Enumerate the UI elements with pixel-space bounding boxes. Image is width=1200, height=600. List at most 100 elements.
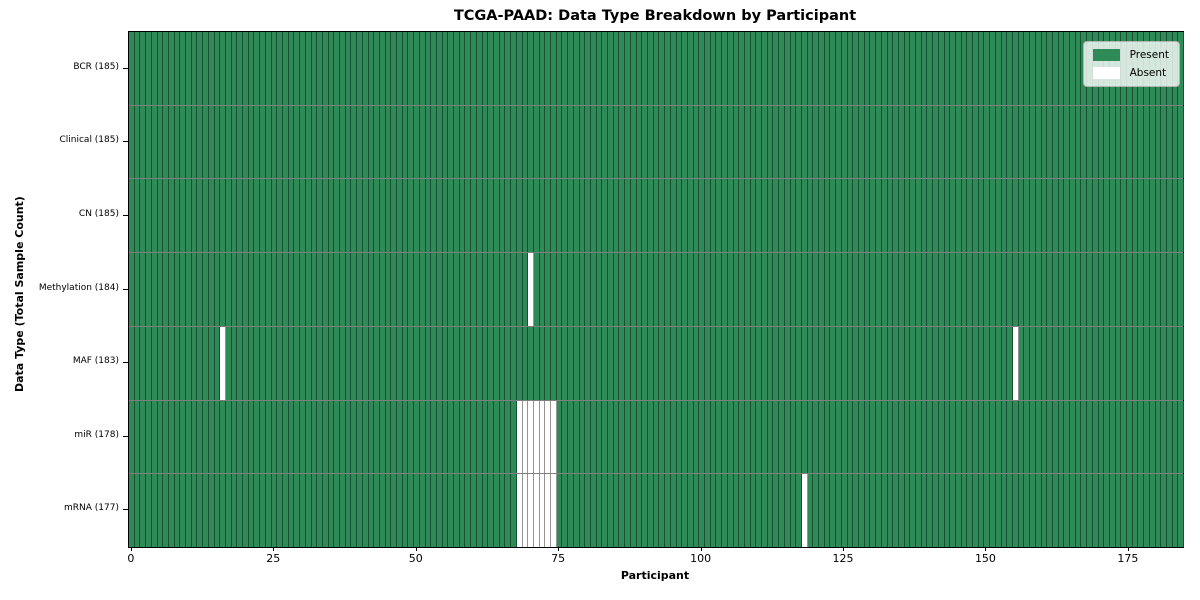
cell-present — [687, 326, 694, 400]
cell-present — [1092, 105, 1099, 179]
cell-present — [1104, 105, 1110, 179]
cell-present — [1030, 400, 1036, 474]
cell-present — [448, 253, 455, 326]
cell-present — [642, 253, 648, 326]
cell-present — [1155, 474, 1162, 548]
cell-present — [157, 179, 164, 253]
cell-present — [454, 253, 460, 326]
cell-present — [231, 400, 238, 474]
cell-present — [722, 179, 728, 253]
cell-present — [488, 326, 494, 400]
cell-present — [1149, 326, 1156, 400]
cell-present — [682, 32, 688, 105]
cell-present — [824, 253, 831, 326]
cell-present — [1007, 105, 1013, 179]
cell-present — [402, 326, 409, 400]
cell-present — [568, 326, 574, 400]
cell-present — [1132, 474, 1139, 548]
cell-present — [225, 105, 232, 179]
legend-label-present: Present — [1129, 49, 1169, 61]
cell-present — [311, 400, 318, 474]
cell-present — [1127, 326, 1133, 400]
cell-present — [425, 400, 432, 474]
cell-present — [773, 179, 780, 253]
cell-present — [151, 179, 158, 253]
cell-present — [1052, 400, 1059, 474]
cell-present — [881, 179, 888, 253]
cell-present — [653, 326, 660, 400]
cell-present — [898, 400, 905, 474]
cell-present — [328, 253, 335, 326]
cell-present — [727, 179, 734, 253]
cell-present — [533, 32, 540, 105]
cell-present — [1075, 253, 1082, 326]
cell-present — [397, 326, 403, 400]
cell-absent — [516, 474, 523, 548]
cell-present — [665, 32, 671, 105]
cell-present — [590, 179, 597, 253]
cell-present — [322, 179, 329, 253]
cell-present — [220, 179, 226, 253]
cell-present — [265, 253, 272, 326]
cell-present — [579, 326, 586, 400]
cell-present — [402, 32, 409, 105]
cell-present — [146, 400, 152, 474]
cell-present — [608, 32, 614, 105]
ytick-mark — [123, 68, 128, 69]
cell-present — [288, 253, 295, 326]
cell-present — [630, 326, 637, 400]
cell-present — [568, 105, 574, 179]
cell-present — [431, 400, 437, 474]
cell-present — [471, 474, 477, 548]
cell-present — [847, 400, 854, 474]
cell-present — [819, 326, 825, 400]
cell-present — [750, 179, 757, 253]
cell-present — [790, 400, 797, 474]
cell-present — [876, 179, 882, 253]
cell-present — [1007, 474, 1013, 548]
cell-present — [841, 32, 848, 105]
cell-present — [436, 326, 443, 400]
cell-present — [1081, 326, 1088, 400]
cell-present — [1132, 326, 1139, 400]
cell-present — [1138, 326, 1145, 400]
cell-present — [665, 105, 671, 179]
cell-present — [733, 253, 740, 326]
cell-present — [659, 474, 666, 548]
cell-present — [608, 179, 614, 253]
cell-present — [710, 326, 717, 400]
cell-present — [870, 253, 877, 326]
cell-present — [699, 400, 706, 474]
cell-present — [203, 400, 209, 474]
cell-present — [682, 326, 688, 400]
cell-present — [727, 326, 734, 400]
cell-present — [1041, 326, 1048, 400]
cell-present — [385, 474, 392, 548]
cell-present — [859, 326, 865, 400]
cell-present — [739, 105, 745, 179]
cell-present — [779, 179, 785, 253]
cell-present — [419, 105, 426, 179]
cell-present — [727, 253, 734, 326]
cell-present — [322, 253, 329, 326]
cell-present — [722, 400, 728, 474]
cell-present — [642, 400, 648, 474]
cell-present — [505, 474, 512, 548]
cell-present — [619, 400, 626, 474]
cell-present — [1030, 105, 1036, 179]
cell-present — [995, 253, 1002, 326]
cell-present — [1030, 326, 1036, 400]
cell-absent — [545, 474, 552, 548]
cell-present — [716, 400, 723, 474]
cell-present — [379, 32, 386, 105]
cell-present — [859, 32, 865, 105]
cell-present — [243, 253, 249, 326]
cell-present — [995, 400, 1002, 474]
cell-present — [482, 326, 489, 400]
cell-present — [414, 326, 420, 400]
cell-present — [1058, 179, 1065, 253]
cell-present — [1012, 400, 1019, 474]
cell-present — [454, 400, 460, 474]
cell-present — [533, 253, 540, 326]
cell-present — [596, 474, 603, 548]
